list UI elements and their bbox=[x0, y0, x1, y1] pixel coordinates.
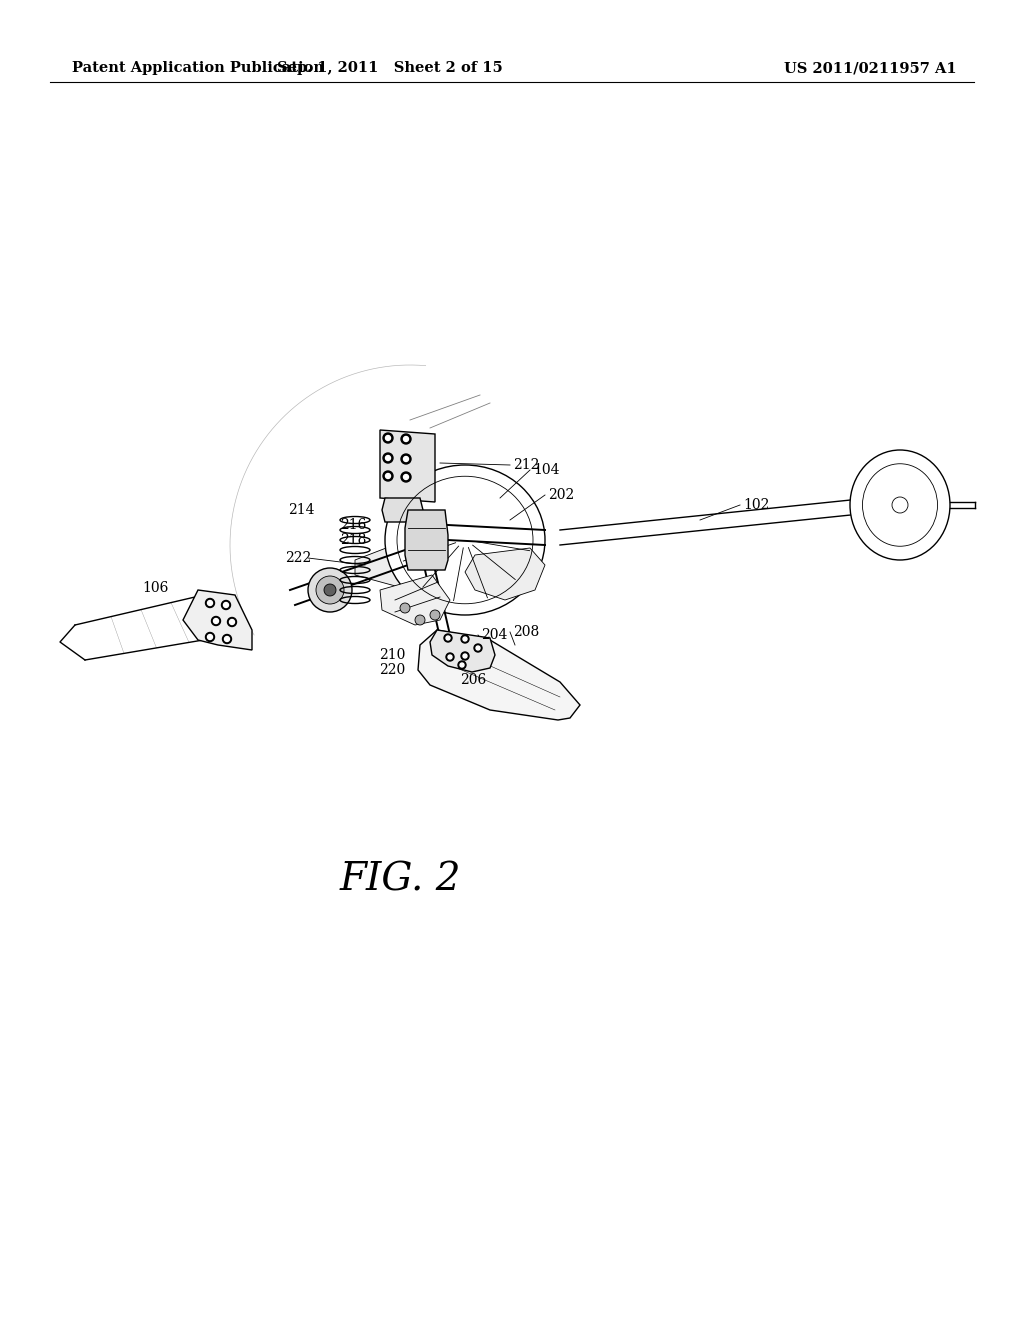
Circle shape bbox=[385, 455, 390, 461]
Circle shape bbox=[463, 638, 467, 642]
Text: US 2011/0211957 A1: US 2011/0211957 A1 bbox=[783, 61, 956, 75]
Text: 222: 222 bbox=[285, 550, 311, 565]
Circle shape bbox=[403, 457, 409, 462]
Circle shape bbox=[213, 619, 218, 623]
Circle shape bbox=[212, 616, 220, 626]
Circle shape bbox=[446, 653, 454, 661]
Text: 204: 204 bbox=[481, 628, 507, 642]
Polygon shape bbox=[418, 630, 580, 719]
Circle shape bbox=[474, 644, 482, 652]
Text: Sep. 1, 2011   Sheet 2 of 15: Sep. 1, 2011 Sheet 2 of 15 bbox=[278, 61, 503, 75]
Circle shape bbox=[383, 433, 393, 444]
Circle shape bbox=[460, 663, 464, 667]
Polygon shape bbox=[355, 535, 470, 590]
Polygon shape bbox=[183, 590, 252, 649]
Circle shape bbox=[461, 635, 469, 643]
Text: FIG. 2: FIG. 2 bbox=[339, 862, 461, 899]
Circle shape bbox=[316, 576, 344, 605]
Circle shape bbox=[308, 568, 352, 612]
Circle shape bbox=[222, 635, 231, 644]
Circle shape bbox=[383, 471, 393, 480]
Circle shape bbox=[449, 655, 452, 659]
Text: 210: 210 bbox=[379, 648, 406, 663]
Circle shape bbox=[403, 474, 409, 479]
Polygon shape bbox=[406, 510, 449, 570]
Text: 206: 206 bbox=[460, 673, 486, 686]
Circle shape bbox=[206, 632, 214, 642]
Circle shape bbox=[401, 454, 411, 465]
Circle shape bbox=[208, 635, 213, 639]
Circle shape bbox=[415, 615, 425, 624]
Text: 208: 208 bbox=[513, 624, 540, 639]
Text: 216: 216 bbox=[340, 517, 367, 532]
Circle shape bbox=[461, 652, 469, 660]
Text: 102: 102 bbox=[743, 498, 769, 512]
Circle shape bbox=[223, 602, 228, 607]
Polygon shape bbox=[465, 548, 545, 601]
Text: 214: 214 bbox=[288, 503, 314, 517]
Circle shape bbox=[463, 653, 467, 657]
Circle shape bbox=[403, 437, 409, 441]
Circle shape bbox=[206, 598, 214, 607]
Text: 218: 218 bbox=[340, 533, 367, 546]
Ellipse shape bbox=[850, 450, 950, 560]
Circle shape bbox=[430, 610, 440, 620]
Circle shape bbox=[458, 661, 466, 669]
Circle shape bbox=[401, 434, 411, 444]
Circle shape bbox=[385, 436, 390, 441]
Polygon shape bbox=[380, 576, 450, 624]
Circle shape bbox=[444, 634, 452, 642]
Circle shape bbox=[383, 453, 393, 463]
Polygon shape bbox=[380, 430, 435, 502]
Circle shape bbox=[324, 583, 336, 597]
Text: 212: 212 bbox=[513, 458, 540, 473]
Text: 202: 202 bbox=[548, 488, 574, 502]
Circle shape bbox=[892, 498, 908, 513]
Polygon shape bbox=[382, 498, 423, 521]
Circle shape bbox=[401, 473, 411, 482]
Circle shape bbox=[385, 474, 390, 479]
Text: 104: 104 bbox=[534, 463, 559, 477]
Circle shape bbox=[208, 601, 213, 606]
Polygon shape bbox=[430, 630, 495, 672]
Circle shape bbox=[224, 636, 229, 642]
Circle shape bbox=[400, 603, 410, 612]
Text: 220: 220 bbox=[379, 663, 406, 677]
Circle shape bbox=[446, 636, 450, 640]
Text: 106: 106 bbox=[142, 581, 168, 595]
Ellipse shape bbox=[385, 465, 545, 615]
Text: Patent Application Publication: Patent Application Publication bbox=[72, 61, 324, 75]
Circle shape bbox=[221, 601, 230, 610]
Circle shape bbox=[229, 619, 234, 624]
Circle shape bbox=[476, 645, 480, 649]
Circle shape bbox=[227, 618, 237, 627]
